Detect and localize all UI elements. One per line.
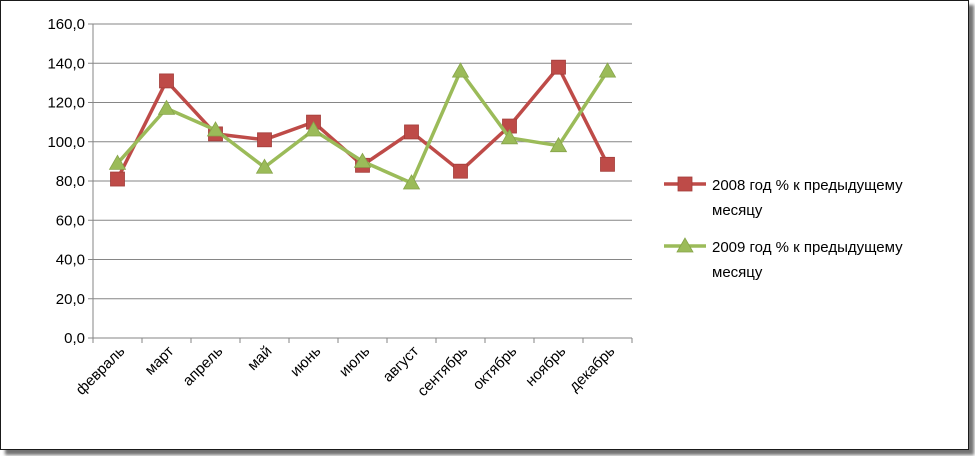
legend-item-2: 2009 год % к предыдущему месяцу xyxy=(664,237,903,281)
data-point xyxy=(600,156,615,172)
data-point xyxy=(500,129,519,145)
y-axis-tick-labels: 0,0 20,0 40,0 60,0 80,0 100,0 120,0 140,0 160,0 xyxy=(47,16,85,347)
y-tick-label: 20,0 xyxy=(56,291,85,308)
legend-label: 2009 год % к предыдущему xyxy=(712,239,903,256)
legend-marker xyxy=(676,237,694,253)
data-point xyxy=(598,62,617,78)
x-tick-label: июль xyxy=(336,343,374,381)
x-axis-tick-labels: февраль март апрель май июнь июль августсентяб… xyxy=(73,343,619,400)
data-point xyxy=(257,132,272,148)
data-point xyxy=(551,59,566,75)
x-tick-label: июнь xyxy=(287,343,324,380)
legend-item-1: 2008 год % к предыдущему месяцу xyxy=(664,176,903,219)
data-point xyxy=(108,154,127,170)
x-tick-label: сентябрь xyxy=(414,343,471,400)
data-point xyxy=(110,171,125,187)
data-point xyxy=(451,62,470,78)
data-point xyxy=(159,73,174,89)
data-point xyxy=(255,158,274,174)
data-point xyxy=(353,152,372,168)
y-tick-label: 0,0 xyxy=(64,330,85,347)
y-tick-label: 60,0 xyxy=(56,212,85,229)
y-tick-label: 140,0 xyxy=(47,55,85,72)
y-tick-label: 80,0 xyxy=(56,173,85,190)
series-group xyxy=(108,59,617,190)
y-tick-label: 120,0 xyxy=(47,95,85,112)
x-tick-label: май xyxy=(244,343,275,374)
x-tick-label: август xyxy=(380,343,423,386)
x-tick-label: декабрь xyxy=(566,343,619,396)
x-tick-label: март xyxy=(142,343,178,379)
x-tick-label: октябрь xyxy=(470,343,521,394)
data-point xyxy=(157,99,176,115)
x-tick-label: февраль xyxy=(73,343,129,399)
data-point xyxy=(453,163,468,179)
series-2 xyxy=(108,62,617,190)
data-point xyxy=(402,174,421,190)
x-tick-label: ноябрь xyxy=(522,343,569,390)
y-tick-label: 40,0 xyxy=(56,252,85,269)
legend-label: месяцу xyxy=(712,202,763,219)
data-point xyxy=(304,121,323,137)
data-point xyxy=(549,136,568,153)
y-tick-label: 160,0 xyxy=(47,16,85,33)
data-point xyxy=(206,121,225,137)
axes xyxy=(88,23,633,343)
x-tick-label: апрель xyxy=(180,343,227,390)
data-point xyxy=(404,124,419,140)
y-tick-label: 100,0 xyxy=(47,134,85,151)
legend-label: месяцу xyxy=(712,264,763,281)
legend-marker xyxy=(677,176,693,192)
legend-label: 2008 год % к предыдущему xyxy=(712,177,903,194)
